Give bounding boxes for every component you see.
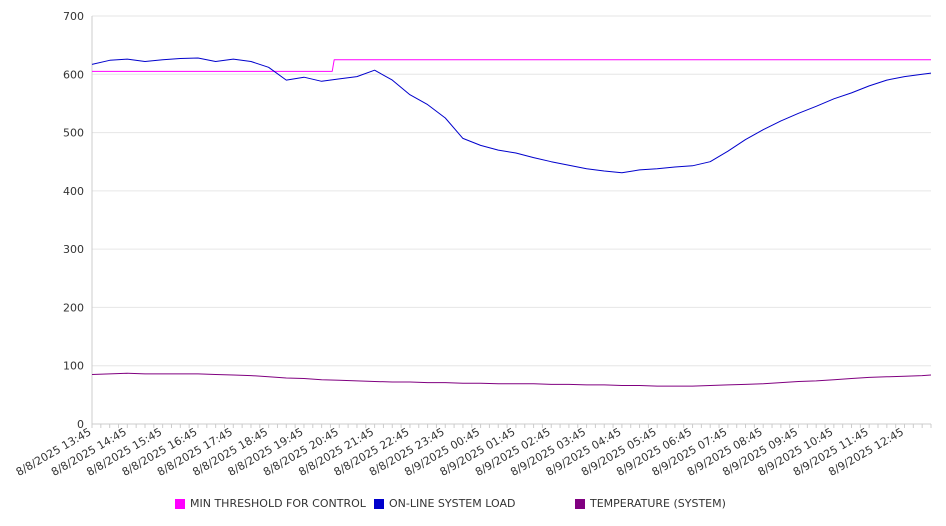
y-axis: 0 100 200 300 400 500 600 700 xyxy=(63,10,93,431)
y-tick-label: 600 xyxy=(63,68,84,81)
x-axis: 8/8/2025 13:458/8/2025 14:458/8/2025 15:… xyxy=(14,423,932,479)
legend-item-system-load: ON-LINE SYSTEM LOAD xyxy=(374,497,515,510)
series-line-min-threshold xyxy=(92,59,931,72)
y-tick-label: 300 xyxy=(63,243,84,256)
legend-swatch-temperature xyxy=(575,498,585,509)
y-tick-label: 400 xyxy=(63,185,84,198)
y-tick-label: 100 xyxy=(63,360,84,373)
y-tick-label: 700 xyxy=(63,10,84,23)
legend-swatch-min-threshold xyxy=(175,498,185,509)
series-lines xyxy=(91,57,932,387)
chart-legend: MIN THRESHOLD FOR CONTROL ON-LINE SYSTEM… xyxy=(0,497,946,517)
legend-item-min-threshold: MIN THRESHOLD FOR CONTROL xyxy=(175,497,366,510)
gridlines xyxy=(92,15,931,425)
legend-label-temperature: TEMPERATURE (SYSTEM) xyxy=(590,497,726,510)
legend-item-temperature: TEMPERATURE (SYSTEM) xyxy=(575,497,726,510)
series-line-system-load xyxy=(91,57,932,174)
y-tick-label: 0 xyxy=(77,418,84,431)
series-line-temperature xyxy=(91,372,932,387)
y-tick-label: 200 xyxy=(63,301,84,314)
legend-label-system-load: ON-LINE SYSTEM LOAD xyxy=(389,497,516,510)
legend-swatch-system-load xyxy=(374,498,384,509)
legend-label-min-threshold: MIN THRESHOLD FOR CONTROL xyxy=(190,497,366,510)
y-tick-label: 500 xyxy=(63,127,84,140)
